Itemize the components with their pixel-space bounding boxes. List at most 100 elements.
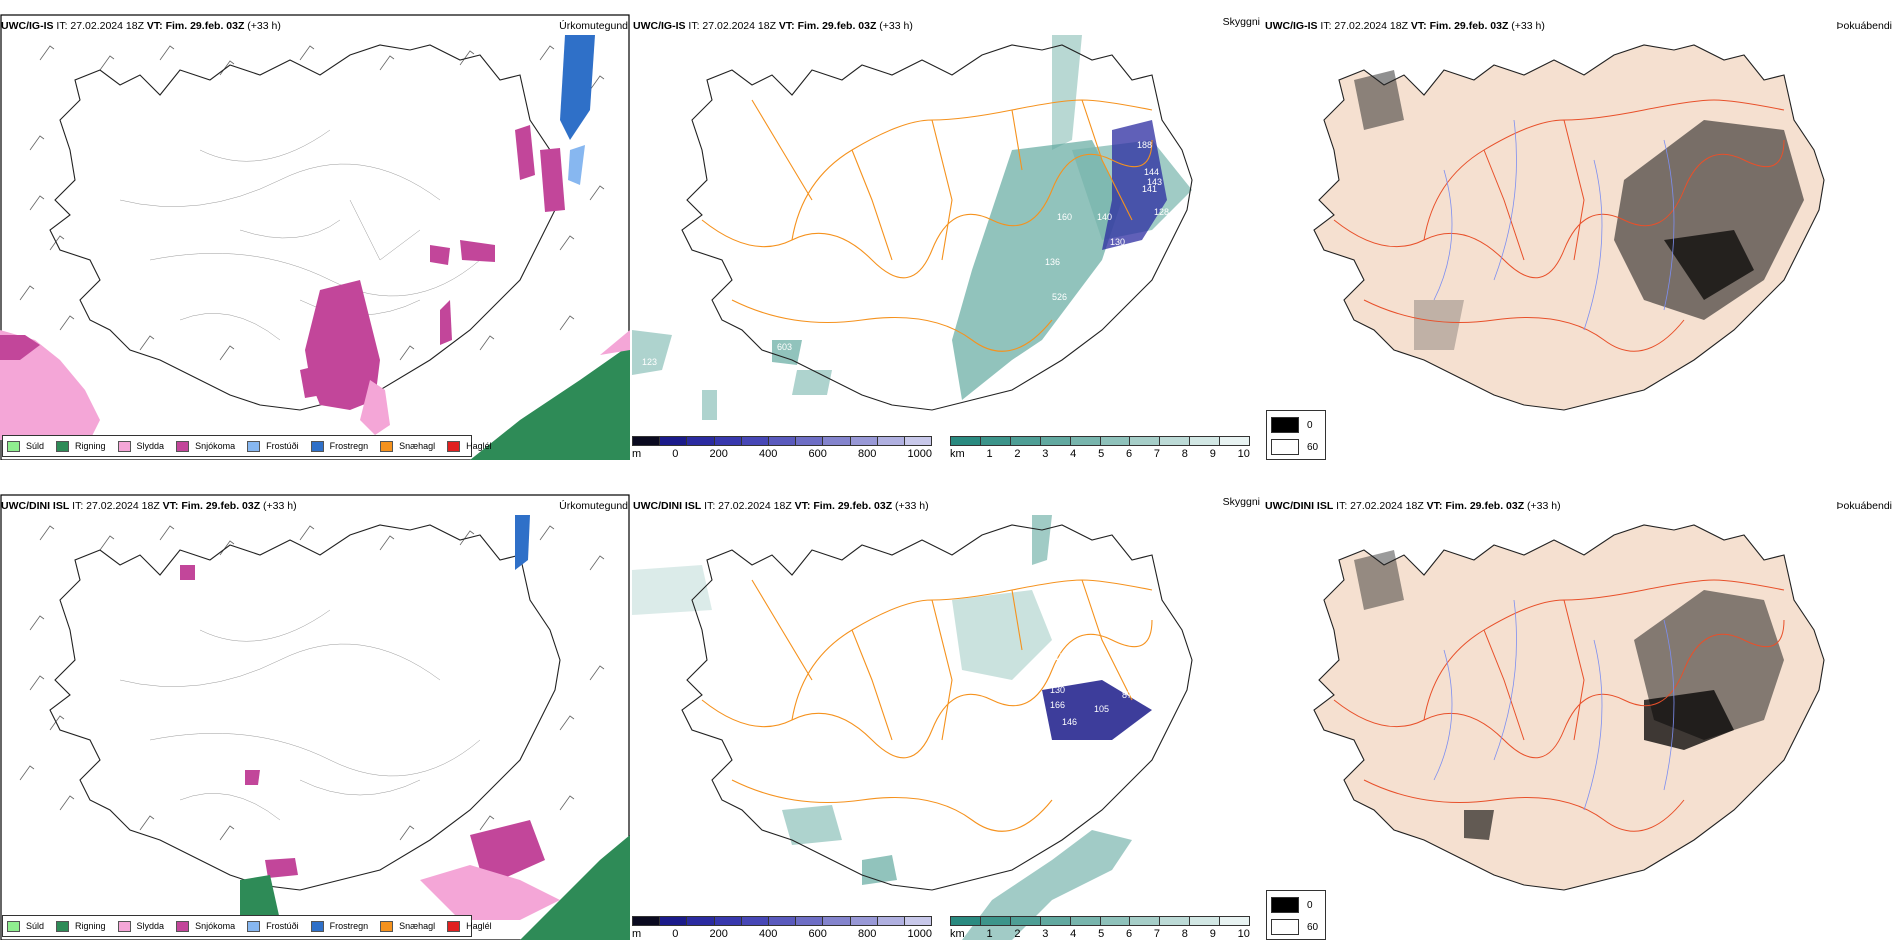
fog-panel-top: UWC/IG-IS IT: 27.02.2024 18Z VT: Fim. 29… xyxy=(1264,0,1894,460)
colorbar-cell xyxy=(1190,437,1221,445)
rivers xyxy=(1433,119,1675,331)
colorbar-cells xyxy=(950,436,1250,446)
colorbar-cell xyxy=(1160,917,1191,925)
precip-map-bottom xyxy=(0,494,630,940)
ceiling-label: 673 xyxy=(1007,412,1022,422)
iceland-outline xyxy=(681,44,1193,411)
legend-item: Frostregn xyxy=(310,440,368,452)
panel-title: Þokuábendi xyxy=(1836,20,1892,32)
colorbar-ticks: m 0 200 400 600 800 1000 xyxy=(632,448,932,460)
snow-area xyxy=(305,280,380,410)
colorbar-cell xyxy=(1130,437,1161,445)
colorbar-cell xyxy=(980,437,1011,445)
legend-swatch xyxy=(56,440,70,452)
colorbar-ticks: km 1 2 3 4 5 6 7 8 9 10 xyxy=(950,448,1250,460)
colorbar-tick: 600 xyxy=(808,448,827,460)
colorbar-cell xyxy=(633,917,661,925)
panel-title: Skyggni xyxy=(1222,496,1260,508)
legend-swatch xyxy=(176,920,190,932)
visibility-colorbar: km 1 2 3 4 5 6 7 8 9 10 xyxy=(950,436,1250,460)
colorbar-cell xyxy=(877,917,905,925)
legend-item: Rigning xyxy=(56,920,106,932)
colorbar-cell xyxy=(1040,437,1071,445)
colorbar-cell xyxy=(904,917,932,925)
colorbar-tick: 9 xyxy=(1209,448,1216,460)
colorbar-cell xyxy=(850,917,878,925)
legend-item: Haglél xyxy=(447,920,492,932)
legend-swatch xyxy=(1271,919,1299,935)
colorbar-cell xyxy=(1220,917,1250,925)
legend-item: Snæhagl xyxy=(380,440,435,452)
wind-barbs xyxy=(19,45,605,361)
colorbar-tick: 10 xyxy=(1237,448,1250,460)
legend-swatch xyxy=(380,440,394,452)
ceiling-label: 117 xyxy=(1087,277,1101,287)
colorbar-tick: 7 xyxy=(1153,448,1161,460)
ceiling-label: 87 xyxy=(1122,690,1132,700)
legend-item: Haglél xyxy=(447,440,492,452)
legend-item: Slydda xyxy=(117,920,164,932)
colorbar-cell xyxy=(951,917,981,925)
legend-item: Snjókoma xyxy=(176,920,235,932)
legend-item: Súld xyxy=(7,440,44,452)
colorbar-cell xyxy=(741,437,769,445)
colorbar-tick: 1000 xyxy=(907,448,932,460)
colorbar-tick: 200 xyxy=(709,448,728,460)
run-header: UWC/IG-IS IT: 27.02.2024 18Z VT: Fim. 29… xyxy=(1265,20,1545,32)
ceiling-label: 123 xyxy=(642,357,657,367)
ceiling-label: 603 xyxy=(777,342,792,352)
colorbar-tick: 3 xyxy=(1042,928,1049,940)
precip-legend: Súld Rigning Slydda Snjókoma Frostúði Fr… xyxy=(2,915,492,937)
ceiling-label: 128 xyxy=(1154,207,1169,217)
legend-item: Rigning xyxy=(56,440,106,452)
run-header: UWC/IG-IS IT: 27.02.2024 18Z VT: Fim. 29… xyxy=(633,20,913,32)
colorbar-tick: 4 xyxy=(1070,928,1077,940)
colorbar-cell xyxy=(877,437,905,445)
ceiling-label: 188 xyxy=(1137,140,1152,150)
colorbar-cell xyxy=(823,437,851,445)
ceiling-label: 166 xyxy=(1050,700,1065,710)
panel-title: Þokuábendi xyxy=(1836,500,1892,512)
colorbar-cell xyxy=(980,917,1011,925)
ceiling-label: 141 xyxy=(1142,184,1157,194)
colorbar-tick: 400 xyxy=(759,448,778,460)
fog-legend: 0 60 xyxy=(1266,890,1326,940)
legend-swatch xyxy=(7,920,20,932)
colorbar-tick: 2 xyxy=(1014,928,1021,940)
fog-map-bottom xyxy=(1313,524,1825,891)
colorbar-tick: 1 xyxy=(986,448,993,460)
legend-item: 0 xyxy=(1271,897,1321,913)
ceiling-label: 146 xyxy=(1062,717,1077,727)
legend-swatch xyxy=(447,920,461,932)
colorbar-tick: 6 xyxy=(1125,448,1133,460)
legend-swatch xyxy=(117,440,131,452)
colorbar-tick: 400 xyxy=(759,928,778,940)
legend-item: 0 xyxy=(1271,417,1321,433)
legend-item: Frostúði xyxy=(247,440,299,452)
colorbar-cell xyxy=(1220,437,1250,445)
ceiling-label: 602 xyxy=(907,864,922,874)
colorbar-cell xyxy=(714,437,742,445)
legend-item: Snjókoma xyxy=(176,440,235,452)
colorbar-tick: 2 xyxy=(1014,448,1021,460)
run-header: UWC/DINI ISL IT: 27.02.2024 18Z VT: Fim.… xyxy=(1,500,297,512)
colorbar-cell xyxy=(850,437,878,445)
colorbar-tick: 5 xyxy=(1098,448,1105,460)
ceiling-colorbar: m 0 200 400 600 800 1000 xyxy=(632,436,932,460)
legend-swatch xyxy=(176,440,190,452)
roads xyxy=(1333,99,1785,352)
colorbar-ticks: km 1 2 3 4 5 6 7 8 9 10 xyxy=(950,928,1250,940)
colorbar-cells xyxy=(950,916,1250,926)
cloud-map-top: 1881441437121411301401441281361175266033… xyxy=(632,35,1193,422)
ceiling-label: 712 xyxy=(962,247,977,257)
colorbar-ticks: m 0 200 400 600 800 1000 xyxy=(632,928,932,940)
rivers xyxy=(1433,599,1675,811)
colorbar-cell xyxy=(796,917,824,925)
legend-swatch xyxy=(380,920,394,932)
legend-swatch xyxy=(247,440,261,452)
legend-item: Frostregn xyxy=(310,920,368,932)
fog-legend: 0 60 xyxy=(1266,410,1326,460)
colorbar-tick: 4 xyxy=(1070,448,1077,460)
panel-title: Úrkomutegund xyxy=(559,500,628,512)
